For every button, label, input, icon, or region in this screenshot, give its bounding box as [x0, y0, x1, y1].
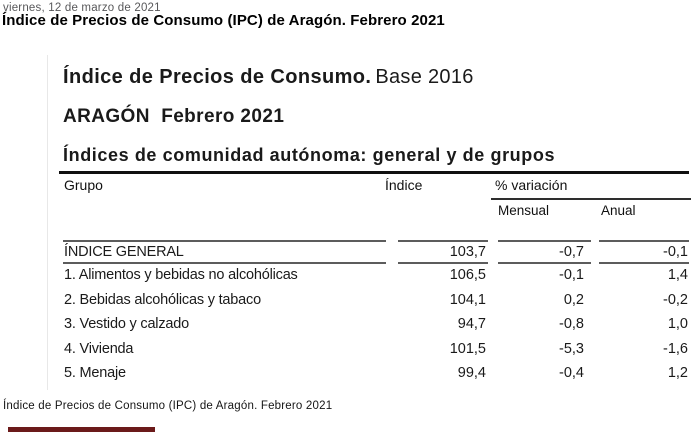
- cell-mensual: -0,4: [559, 365, 584, 381]
- table-row: 1. Alimentos y bebidas no alcohólicas 10…: [48, 267, 694, 285]
- column-header-grupo: Grupo: [64, 177, 103, 193]
- cell-anual: -0,1: [663, 244, 688, 260]
- footer-caption: Índice de Precios de Consumo (IPC) de Ar…: [3, 400, 333, 412]
- column-header-indice: Índice: [385, 177, 423, 193]
- section-title-underline: [59, 171, 689, 174]
- report-title: Índice de Precios de Consumo. Base 2016: [63, 66, 474, 89]
- report-subtitle: ARAGÓN Febrero 2021: [63, 106, 285, 127]
- rule-segment-mensual: [498, 262, 591, 264]
- table-row: 4. Vivienda 101,5 -5,3 -1,6: [48, 341, 694, 359]
- column-header-anual: Anual: [601, 203, 636, 218]
- cell-grupo: ÍNDICE GENERAL: [64, 244, 184, 260]
- column-header-mensual: Mensual: [498, 203, 550, 218]
- cell-mensual: -0,8: [559, 316, 584, 332]
- cell-indice: 106,5: [449, 267, 486, 283]
- rule-segment-anual: [599, 240, 689, 242]
- report-title-main: Índice de Precios de Consumo.: [63, 66, 372, 88]
- cell-anual: 1,0: [667, 316, 688, 332]
- rule-segment-grupo: [63, 240, 386, 242]
- cell-mensual: 0,2: [563, 292, 584, 308]
- column-header-variacion: % variación: [495, 177, 568, 193]
- rule-segment-indice: [398, 262, 488, 264]
- table-row: 3. Vestido y calzado 94,7 -0,8 1,0: [48, 316, 694, 334]
- accent-bar: [8, 427, 155, 432]
- cell-grupo: 1. Alimentos y bebidas no alcohólicas: [64, 267, 298, 283]
- cell-mensual: -0,7: [559, 244, 584, 260]
- variacion-underline: [491, 198, 691, 200]
- cell-anual: -1,6: [663, 341, 688, 357]
- cell-indice: 103,7: [449, 244, 486, 260]
- cell-grupo: 5. Menaje: [64, 365, 126, 381]
- cell-grupo: 3. Vestido y calzado: [64, 316, 189, 332]
- cell-indice: 94,7: [457, 316, 486, 332]
- cell-anual: 1,2: [667, 365, 688, 381]
- rule-below-general-row: [48, 262, 694, 264]
- rule-segment-mensual: [498, 240, 591, 242]
- report-title-base: Base 2016: [375, 66, 474, 88]
- cell-anual: -0,2: [663, 292, 688, 308]
- rule-segment-anual: [599, 262, 689, 264]
- page-title: Índice de Precios de Consumo (IPC) de Ar…: [2, 12, 445, 29]
- cell-grupo: 4. Vivienda: [64, 341, 134, 357]
- cell-indice: 101,5: [449, 341, 486, 357]
- cell-mensual: -0,1: [559, 267, 584, 283]
- cell-indice: 104,1: [449, 292, 486, 308]
- table-row: 5. Menaje 99,4 -0,4 1,2: [48, 365, 694, 383]
- date-line: viernes, 12 de marzo de 2021: [3, 2, 161, 14]
- table-row-indice-general: ÍNDICE GENERAL 103,7 -0,7 -0,1: [48, 244, 694, 262]
- rule-above-general-row: [48, 240, 694, 242]
- rule-segment-indice: [398, 240, 488, 242]
- table-row: 2. Bebidas alcohólicas y tabaco 104,1 0,…: [48, 292, 694, 310]
- ipc-report-panel: Índice de Precios de Consumo. Base 2016 A…: [47, 55, 694, 390]
- section-title: Índices de comunidad autónoma: general y…: [63, 145, 556, 165]
- rule-segment-grupo: [63, 262, 386, 264]
- cell-grupo: 2. Bebidas alcohólicas y tabaco: [64, 292, 261, 308]
- cell-anual: 1,4: [667, 267, 688, 283]
- cell-indice: 99,4: [457, 365, 486, 381]
- cell-mensual: -5,3: [559, 341, 584, 357]
